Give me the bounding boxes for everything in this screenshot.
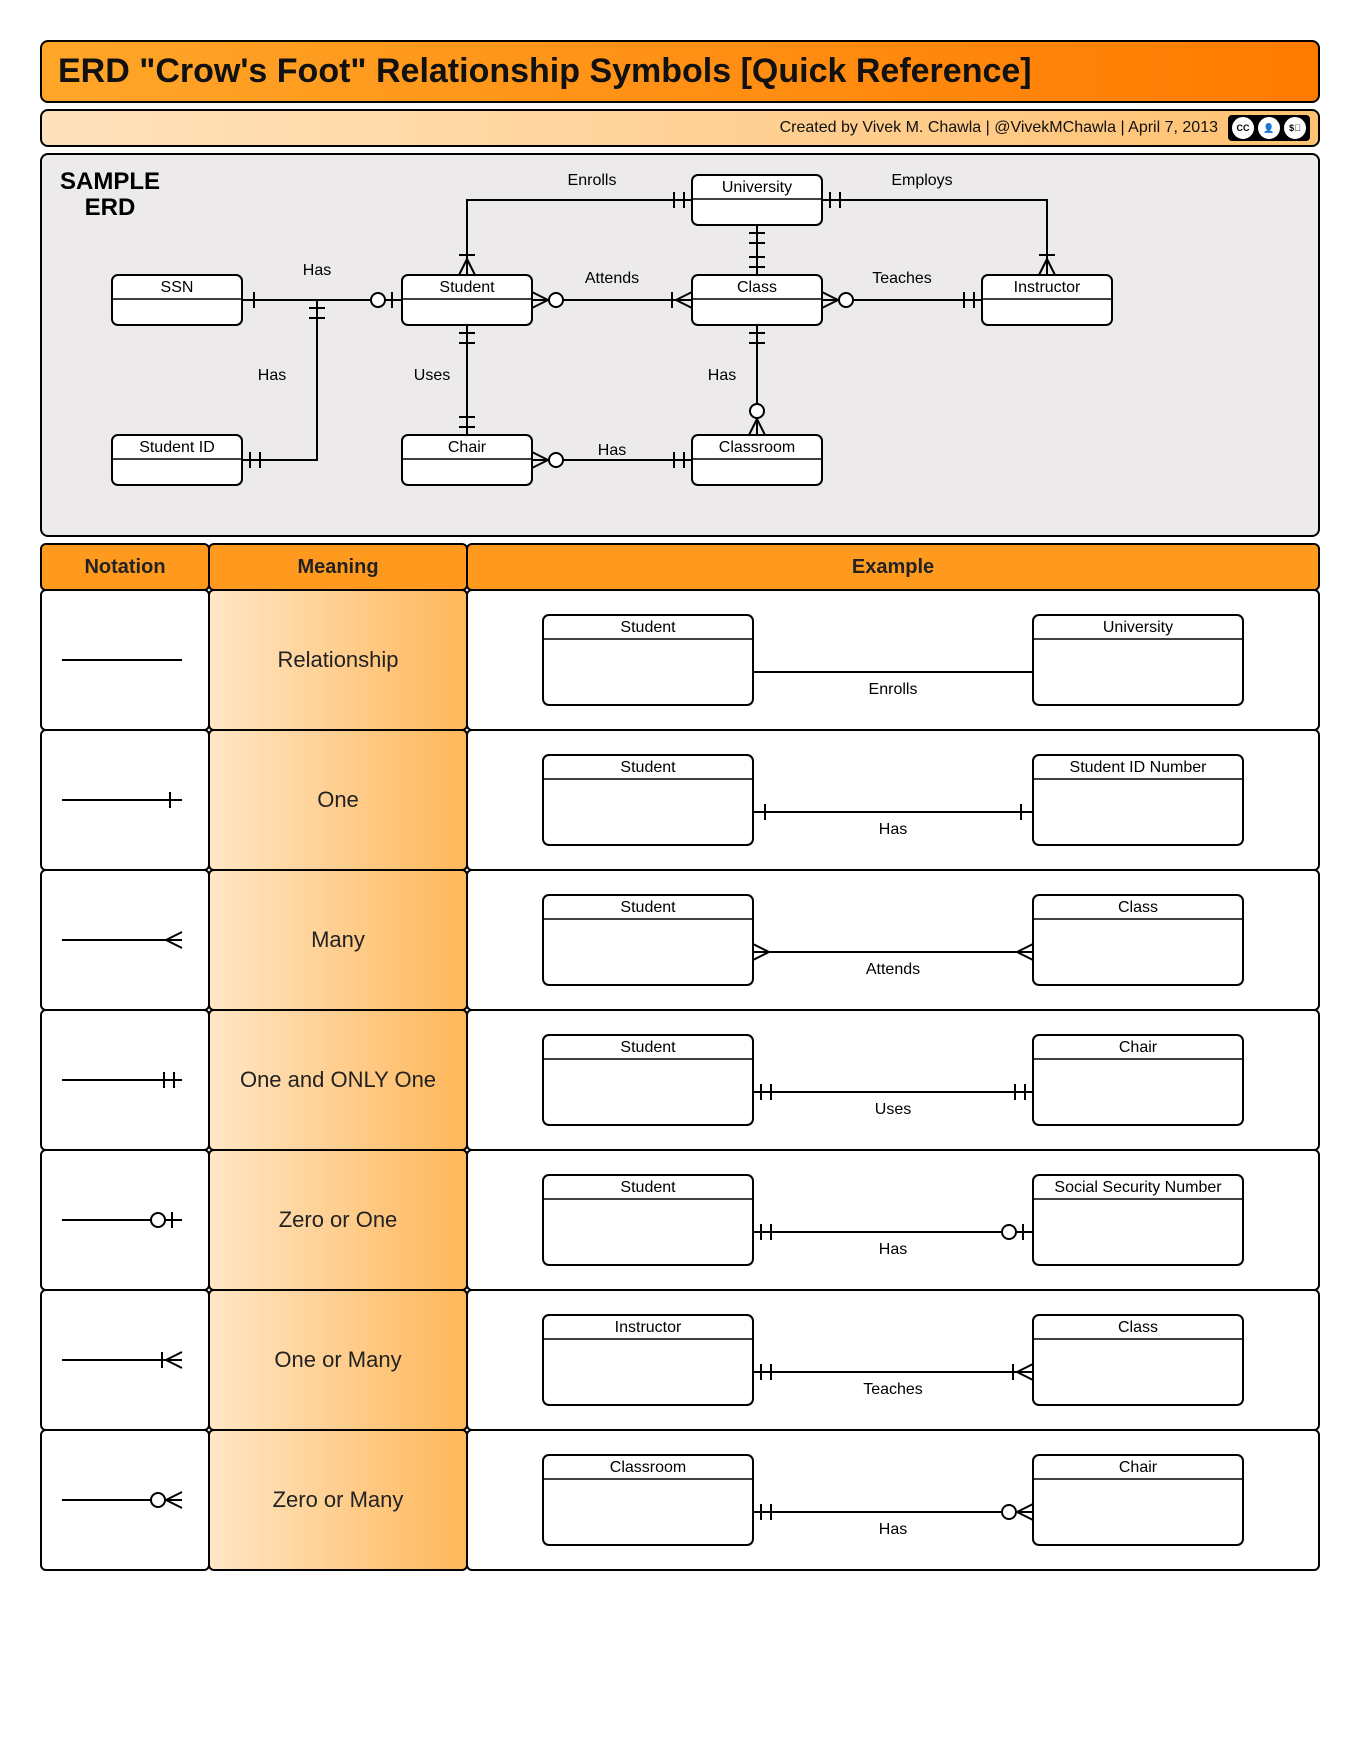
svg-text:Student ID: Student ID [139, 439, 215, 456]
sample-label-line2: ERD [60, 195, 160, 221]
cc-badge: CC 👤 $⃠ [1228, 115, 1310, 141]
svg-text:Student: Student [620, 619, 676, 636]
svg-text:Chair: Chair [1119, 1039, 1158, 1056]
sample-erd-panel: SAMPLE ERD SSN Student ID Student Chair Univ… [40, 153, 1320, 537]
svg-text:Has: Has [598, 442, 626, 459]
svg-text:SSN: SSN [161, 279, 194, 296]
notation-cell [40, 1289, 210, 1431]
notation-cell [40, 1149, 210, 1291]
example-cell: Student Student ID Number Has [466, 729, 1320, 871]
svg-text:Class: Class [737, 279, 777, 296]
svg-text:Student: Student [439, 279, 495, 296]
example-cell: Student Class Attends [466, 869, 1320, 1011]
svg-text:Student: Student [620, 899, 676, 916]
table-row: One or Many Instructor Class Teaches [40, 1289, 1320, 1431]
table-row: Zero or One Student Social Security Number… [40, 1149, 1320, 1291]
example-cell: Student University Enrolls [466, 589, 1320, 731]
svg-text:Instructor: Instructor [1014, 279, 1081, 296]
example-cell: Student Chair Uses [466, 1009, 1320, 1151]
svg-text:Student: Student [620, 759, 676, 776]
svg-text:Chair: Chair [1119, 1459, 1158, 1476]
svg-text:Classroom: Classroom [719, 439, 795, 456]
table-row: One and ONLY One Student Chair Uses [40, 1009, 1320, 1151]
svg-text:Teaches: Teaches [872, 270, 932, 287]
svg-text:University: University [722, 179, 792, 196]
example-cell: Classroom Chair Has [466, 1429, 1320, 1571]
svg-text:Employs: Employs [891, 172, 952, 189]
svg-text:Teaches: Teaches [863, 1381, 923, 1398]
notation-cell [40, 589, 210, 731]
meaning-cell: Zero or One [208, 1149, 468, 1291]
svg-text:Has: Has [303, 262, 331, 279]
svg-text:Class: Class [1118, 1319, 1158, 1336]
notation-cell [40, 1009, 210, 1151]
svg-text:Student: Student [620, 1039, 676, 1056]
svg-text:University: University [1103, 619, 1173, 636]
svg-text:Social Security Number: Social Security Number [1054, 1179, 1222, 1196]
svg-text:Student ID Number: Student ID Number [1070, 759, 1208, 776]
svg-text:Attends: Attends [585, 270, 639, 287]
meaning-cell: One and ONLY One [208, 1009, 468, 1151]
svg-text:Has: Has [258, 367, 286, 384]
svg-text:Uses: Uses [414, 367, 450, 384]
notation-cell [40, 869, 210, 1011]
svg-text:Has: Has [879, 1521, 907, 1538]
by-icon: 👤 [1258, 117, 1280, 139]
svg-text:Class: Class [1118, 899, 1158, 916]
svg-text:Instructor: Instructor [615, 1319, 682, 1336]
table-header-row: Notation Meaning Example [40, 543, 1320, 591]
svg-text:Uses: Uses [875, 1101, 911, 1118]
table-row: One Student Student ID Number Has [40, 729, 1320, 871]
page-title: ERD "Crow's Foot" Relationship Symbols [… [58, 52, 1032, 90]
sample-label-line1: SAMPLE [60, 169, 160, 195]
meaning-cell: Relationship [208, 589, 468, 731]
byline-bar: Created by Vivek M. Chawla | @VivekMChaw… [40, 109, 1320, 147]
meaning-cell: One or Many [208, 1289, 468, 1431]
sample-erd-label: SAMPLE ERD [60, 169, 160, 222]
svg-text:Chair: Chair [448, 439, 487, 456]
svg-text:Has: Has [879, 1241, 907, 1258]
header-notation: Notation [40, 543, 210, 591]
svg-text:Attends: Attends [866, 961, 920, 978]
header-meaning: Meaning [208, 543, 468, 591]
table-row: Many Student Class Attends [40, 869, 1320, 1011]
svg-text:Classroom: Classroom [610, 1459, 686, 1476]
svg-text:Has: Has [708, 367, 736, 384]
svg-text:Enrolls: Enrolls [568, 172, 617, 189]
byline-text: Created by Vivek M. Chawla | @VivekMChaw… [780, 119, 1218, 137]
nc-icon: $⃠ [1284, 117, 1306, 139]
svg-text:Enrolls: Enrolls [869, 681, 918, 698]
page: ERD "Crow's Foot" Relationship Symbols [… [0, 0, 1360, 1760]
table-row: Relationship Student University Enrolls [40, 589, 1320, 731]
notation-cell [40, 1429, 210, 1571]
notation-cell [40, 729, 210, 871]
meaning-cell: Many [208, 869, 468, 1011]
meaning-cell: Zero or Many [208, 1429, 468, 1571]
table-body: RelationshipStudentUniversityEnrollsOneS… [40, 589, 1320, 1571]
header-example: Example [466, 543, 1320, 591]
meaning-cell: One [208, 729, 468, 871]
cc-icon: CC [1232, 117, 1254, 139]
svg-text:Student: Student [620, 1179, 676, 1196]
example-cell: Instructor Class Teaches [466, 1289, 1320, 1431]
example-cell: Student Social Security Number Has [466, 1149, 1320, 1291]
table-row: Zero or Many Classroom Chair Has [40, 1429, 1320, 1571]
svg-text:Has: Has [879, 821, 907, 838]
sample-erd-diagram: SSN Student ID Student Chair University Class… [42, 155, 1314, 531]
title-bar: ERD "Crow's Foot" Relationship Symbols [… [40, 40, 1320, 103]
